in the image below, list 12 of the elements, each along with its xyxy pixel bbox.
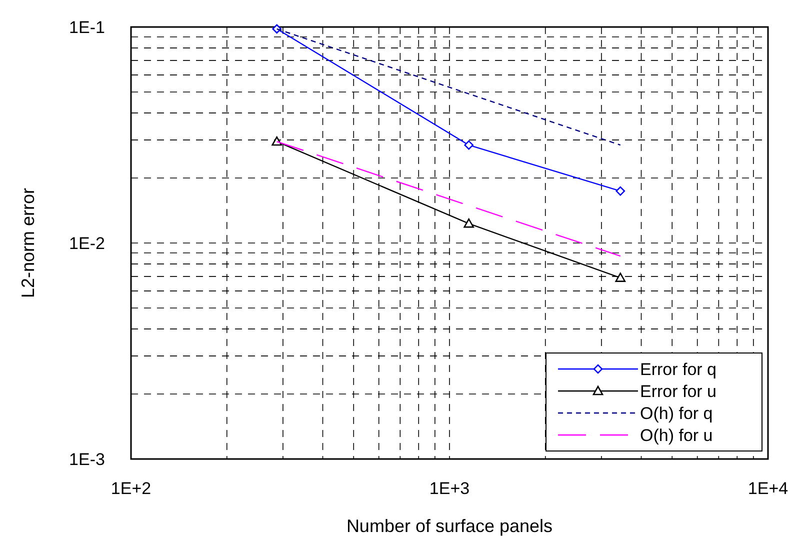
- y-tick-label: 1E-3: [69, 450, 105, 469]
- x-tick-label: 1E+4: [748, 479, 788, 498]
- y-axis-title: L2-norm error: [18, 188, 38, 298]
- y-tick-label: 1E-1: [69, 18, 105, 37]
- x-axis-title: Number of surface panels: [346, 516, 553, 536]
- x-tick-label: 1E+3: [429, 479, 470, 498]
- legend-label: Error for u: [640, 382, 717, 401]
- y-tick-label: 1E-2: [69, 234, 105, 253]
- legend-label: Error for q: [640, 360, 717, 379]
- legend-label: O(h) for q: [640, 404, 713, 423]
- legend-label: O(h) for u: [640, 426, 713, 445]
- x-tick-label: 1E+2: [110, 479, 152, 498]
